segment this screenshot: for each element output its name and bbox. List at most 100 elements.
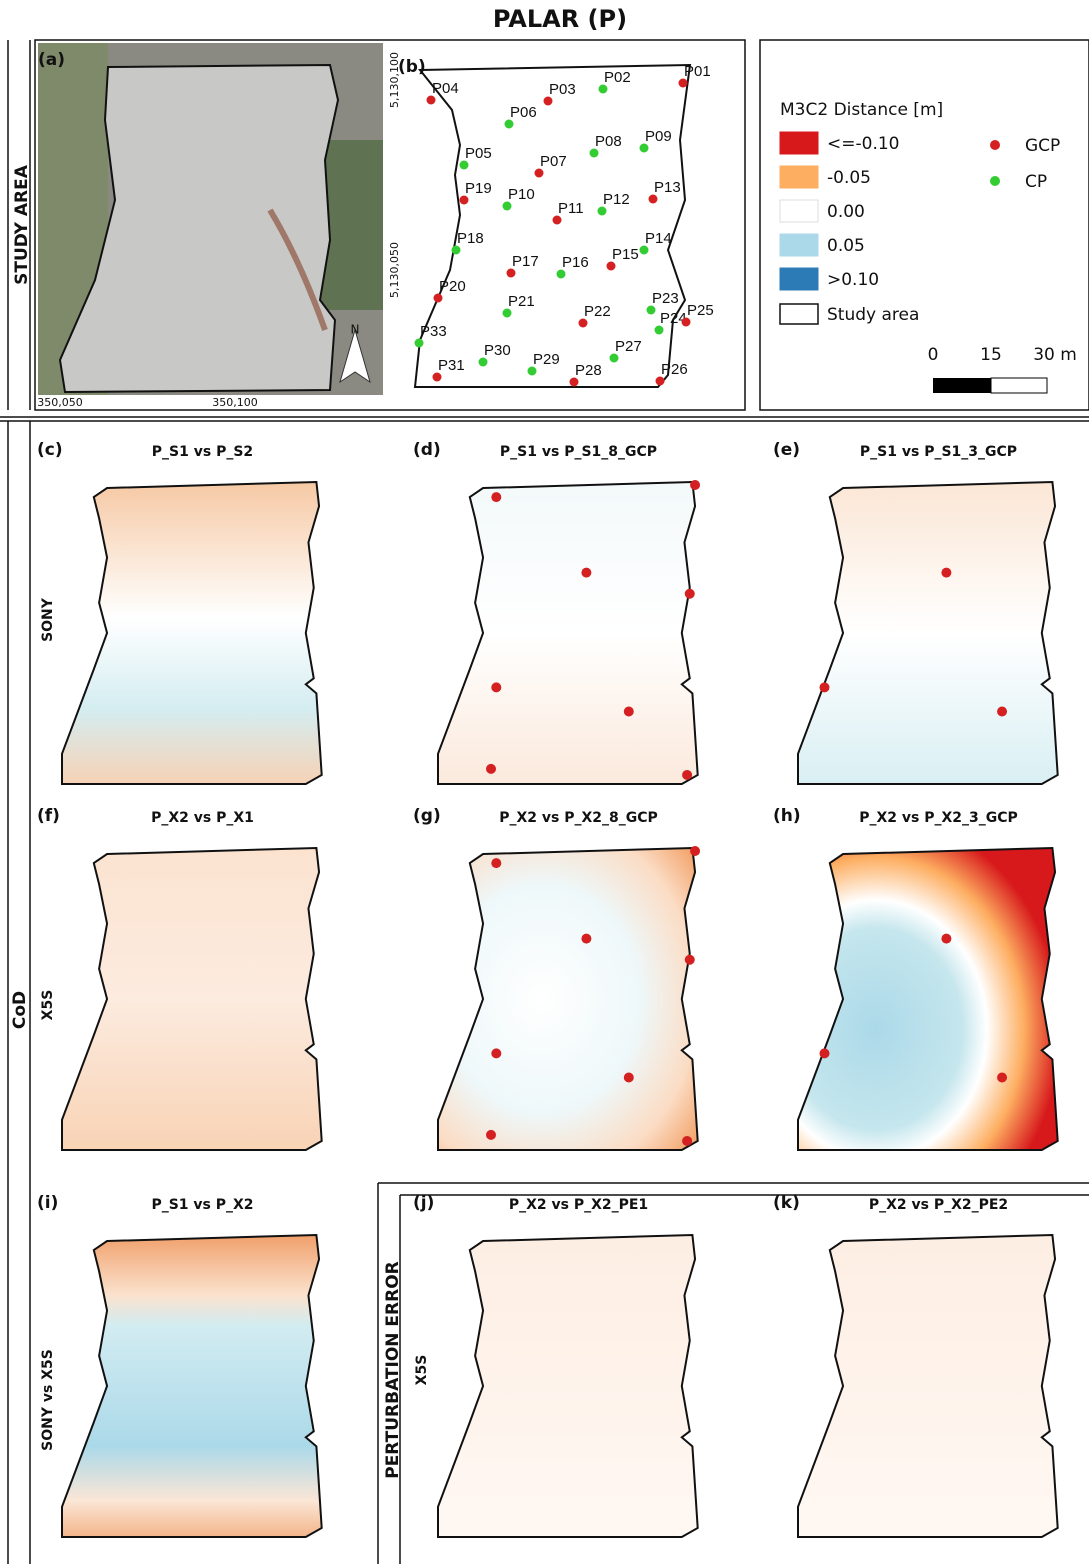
panel-label: (f) bbox=[37, 806, 60, 826]
panel-label: (b) bbox=[398, 57, 426, 77]
scale-bar bbox=[991, 378, 1047, 393]
gcp-marker bbox=[820, 1048, 830, 1058]
coordinate-label: 5,130,100 bbox=[388, 52, 401, 108]
gcp-marker bbox=[682, 770, 692, 780]
gcp-marker bbox=[581, 568, 591, 578]
coordinate-label: 350,100 bbox=[212, 396, 258, 409]
point-label: P05 bbox=[465, 145, 492, 162]
gcp-marker bbox=[690, 480, 700, 490]
difference-map bbox=[62, 848, 322, 1150]
point-label: P22 bbox=[584, 303, 611, 320]
point-label: P18 bbox=[457, 230, 484, 247]
legend-label: -0.05 bbox=[827, 168, 871, 188]
gcp-marker bbox=[682, 1136, 692, 1146]
gcp-marker bbox=[581, 934, 591, 944]
point-label: P06 bbox=[510, 104, 537, 121]
legend-swatch bbox=[780, 304, 818, 324]
legend-label: CP bbox=[1025, 172, 1047, 192]
scale-label: 30 m bbox=[1033, 345, 1077, 365]
point-label: P04 bbox=[432, 80, 459, 97]
legend-marker bbox=[990, 140, 1000, 150]
panel-label: (k) bbox=[773, 1193, 800, 1213]
point-label: P09 bbox=[645, 128, 672, 145]
gcp-marker bbox=[941, 568, 951, 578]
gcp-marker bbox=[820, 682, 830, 692]
figure-title: PALAR (P) bbox=[493, 5, 627, 33]
point-label: P08 bbox=[595, 133, 622, 150]
north-label: N bbox=[351, 323, 360, 337]
point-label: P03 bbox=[549, 81, 576, 98]
point-label: P12 bbox=[603, 191, 630, 208]
panel-label: (h) bbox=[773, 806, 801, 826]
legend-label: >0.10 bbox=[827, 270, 879, 290]
gcp-marker bbox=[624, 707, 634, 717]
gcp-marker bbox=[486, 764, 496, 774]
gcp-marker bbox=[486, 1130, 496, 1140]
difference-map bbox=[798, 848, 1058, 1150]
point-label: P26 bbox=[661, 361, 688, 378]
point-label: P07 bbox=[540, 153, 567, 170]
gcp-marker bbox=[690, 846, 700, 856]
point-label: P11 bbox=[558, 200, 584, 217]
point-label: P33 bbox=[420, 323, 447, 340]
coordinate-label: 5,130,050 bbox=[388, 242, 401, 298]
scale-bar bbox=[933, 378, 991, 393]
section-label: CoD bbox=[10, 991, 30, 1029]
point-label: P30 bbox=[484, 342, 511, 359]
scale-label: 0 bbox=[928, 345, 939, 365]
gcp-marker bbox=[685, 955, 695, 965]
legend-swatch bbox=[780, 132, 818, 154]
row-label: SONY bbox=[40, 597, 56, 642]
panel-label: (d) bbox=[413, 440, 441, 460]
point-label: P01 bbox=[684, 63, 711, 80]
point-label: P31 bbox=[438, 357, 465, 374]
row-label: X5S bbox=[40, 990, 56, 1021]
legend-label: 0.05 bbox=[827, 236, 865, 256]
point-label: P17 bbox=[512, 253, 539, 270]
legend-swatch bbox=[780, 234, 818, 256]
gcp-marker bbox=[624, 1073, 634, 1083]
section-label: STUDY AREA bbox=[12, 164, 32, 285]
panel-title: P_X2 vs P_X2_PE2 bbox=[869, 1197, 1008, 1213]
difference-map bbox=[798, 482, 1058, 784]
study-area-outline bbox=[415, 65, 690, 387]
panel-label: (a) bbox=[38, 50, 65, 70]
legend-label: 0.00 bbox=[827, 202, 865, 222]
point-label: P27 bbox=[615, 338, 642, 355]
row-label: X5S bbox=[414, 1355, 430, 1386]
panel-label: (c) bbox=[37, 440, 63, 460]
point-label: P29 bbox=[533, 351, 560, 368]
panel-label: (e) bbox=[773, 440, 800, 460]
legend-label: Study area bbox=[827, 305, 919, 325]
row-label: SONY vs X5S bbox=[40, 1349, 56, 1451]
difference-map bbox=[438, 1235, 698, 1537]
panel-title: P_S1 vs P_S1_8_GCP bbox=[500, 444, 657, 460]
point-label: P15 bbox=[612, 246, 639, 263]
difference-map bbox=[798, 1235, 1058, 1537]
legend-swatch bbox=[780, 268, 818, 290]
point-label: P25 bbox=[687, 302, 714, 319]
panel-title: P_S1 vs P_S2 bbox=[152, 444, 253, 460]
point-label: P02 bbox=[604, 69, 631, 86]
difference-map bbox=[62, 1235, 322, 1537]
point-label: P20 bbox=[439, 278, 466, 295]
legend-title: M3C2 Distance [m] bbox=[780, 100, 943, 120]
panel-title: P_X2 vs P_X2_PE1 bbox=[509, 1197, 648, 1213]
point-label: P23 bbox=[652, 290, 679, 307]
legend-swatch bbox=[780, 200, 818, 222]
point-label: P19 bbox=[465, 180, 492, 197]
panel-label: (i) bbox=[37, 1193, 58, 1213]
legend-label: <=-0.10 bbox=[827, 134, 899, 154]
gcp-marker bbox=[491, 1048, 501, 1058]
panel-title: P_S1 vs P_X2 bbox=[151, 1197, 253, 1213]
point-label: P14 bbox=[645, 230, 672, 247]
panel-title: P_X2 vs P_X1 bbox=[151, 810, 254, 826]
panel-title: P_X2 vs P_X2_3_GCP bbox=[859, 810, 1018, 826]
legend-label: GCP bbox=[1025, 136, 1060, 156]
point-label: P10 bbox=[508, 186, 535, 203]
difference-map bbox=[62, 482, 322, 784]
legend-swatch bbox=[780, 166, 818, 188]
point-label: P28 bbox=[575, 362, 602, 379]
gcp-marker bbox=[491, 682, 501, 692]
gcp-marker bbox=[491, 858, 501, 868]
